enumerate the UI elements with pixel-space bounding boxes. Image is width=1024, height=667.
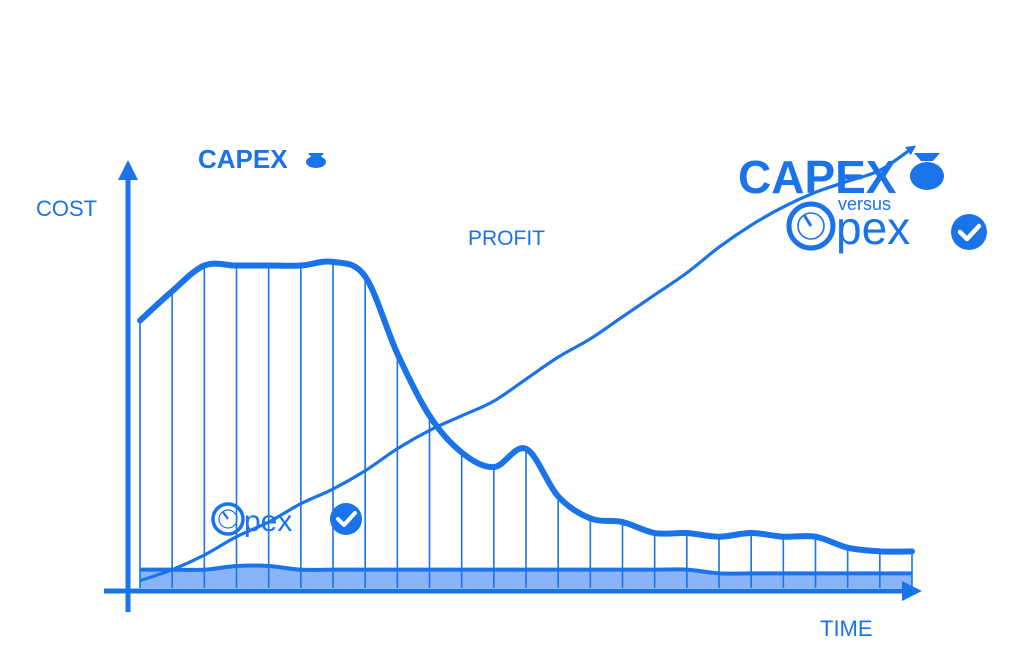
x-axis-label: TIME: [820, 616, 873, 641]
gauge-icon: [786, 201, 836, 251]
check-badge-icon: [951, 214, 987, 250]
y-axis-label: COST: [36, 196, 97, 221]
money-bag-icon: [910, 153, 944, 190]
profit-label: PROFIT: [468, 227, 545, 250]
badge-opex-text: pex: [836, 202, 910, 254]
opex-line: [140, 563, 912, 576]
profit-line: [139, 145, 917, 583]
opex-small-label: pex: [211, 502, 362, 538]
capex-line: [137, 258, 915, 555]
x-axis-arrow-icon: [902, 581, 922, 601]
capex-versus-opex-badge: CAPEX versus pex: [738, 151, 987, 254]
money-bag-icon: [306, 153, 326, 168]
badge-versus-text: versus: [838, 194, 891, 214]
badge-capex-text: CAPEX: [738, 151, 897, 203]
capex-label: CAPEX: [198, 144, 288, 174]
svg-text:pex: pex: [244, 505, 292, 538]
check-badge-icon: [330, 503, 362, 535]
series-layer: [137, 145, 917, 583]
gauge-icon: [211, 502, 245, 536]
y-axis-arrow-icon: [118, 160, 138, 180]
